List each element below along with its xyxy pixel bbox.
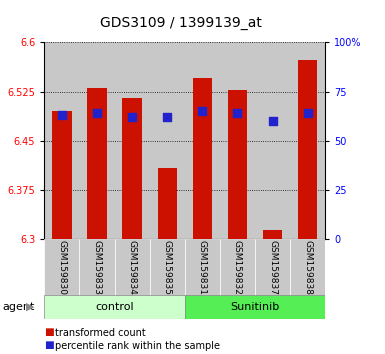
Text: ■: ■ xyxy=(44,340,54,350)
Bar xyxy=(44,295,185,319)
Bar xyxy=(79,239,115,296)
Bar xyxy=(115,42,150,239)
Point xyxy=(94,110,100,116)
Point xyxy=(270,118,276,124)
Text: GSM159833: GSM159833 xyxy=(92,240,102,295)
Text: GSM159837: GSM159837 xyxy=(268,240,277,295)
Bar xyxy=(122,98,142,239)
Text: agent: agent xyxy=(2,302,34,312)
Bar xyxy=(150,42,185,239)
Bar xyxy=(290,42,325,239)
Point xyxy=(199,108,206,114)
Point xyxy=(164,114,170,120)
Bar xyxy=(298,60,317,239)
Bar xyxy=(220,42,255,239)
Text: transformed count: transformed count xyxy=(55,328,146,338)
Bar xyxy=(52,111,72,239)
Bar xyxy=(193,79,212,239)
Text: GDS3109 / 1399139_at: GDS3109 / 1399139_at xyxy=(100,16,262,30)
Point xyxy=(305,110,311,116)
Bar xyxy=(228,90,247,239)
Text: ▶: ▶ xyxy=(26,302,35,312)
Bar xyxy=(185,295,325,319)
Text: GSM159830: GSM159830 xyxy=(57,240,66,295)
Bar xyxy=(115,239,150,296)
Point xyxy=(234,110,241,116)
Bar xyxy=(44,239,79,296)
Point xyxy=(129,114,135,120)
Bar xyxy=(44,42,79,239)
Bar xyxy=(255,239,290,296)
Bar xyxy=(150,239,185,296)
Bar xyxy=(290,239,325,296)
Text: GSM159835: GSM159835 xyxy=(163,240,172,295)
Bar xyxy=(157,168,177,239)
Text: percentile rank within the sample: percentile rank within the sample xyxy=(55,341,220,351)
Bar xyxy=(185,42,220,239)
Bar xyxy=(220,239,255,296)
Point xyxy=(59,112,65,118)
Text: GSM159831: GSM159831 xyxy=(198,240,207,295)
Text: ■: ■ xyxy=(44,327,54,337)
Bar xyxy=(263,230,282,239)
Text: control: control xyxy=(95,302,134,312)
Text: Sunitinib: Sunitinib xyxy=(231,302,280,312)
Text: GSM159832: GSM159832 xyxy=(233,240,242,295)
Bar xyxy=(255,42,290,239)
Bar xyxy=(79,42,115,239)
Bar xyxy=(87,88,107,239)
Bar xyxy=(185,239,220,296)
Text: GSM159838: GSM159838 xyxy=(303,240,312,295)
Text: GSM159834: GSM159834 xyxy=(127,240,137,295)
